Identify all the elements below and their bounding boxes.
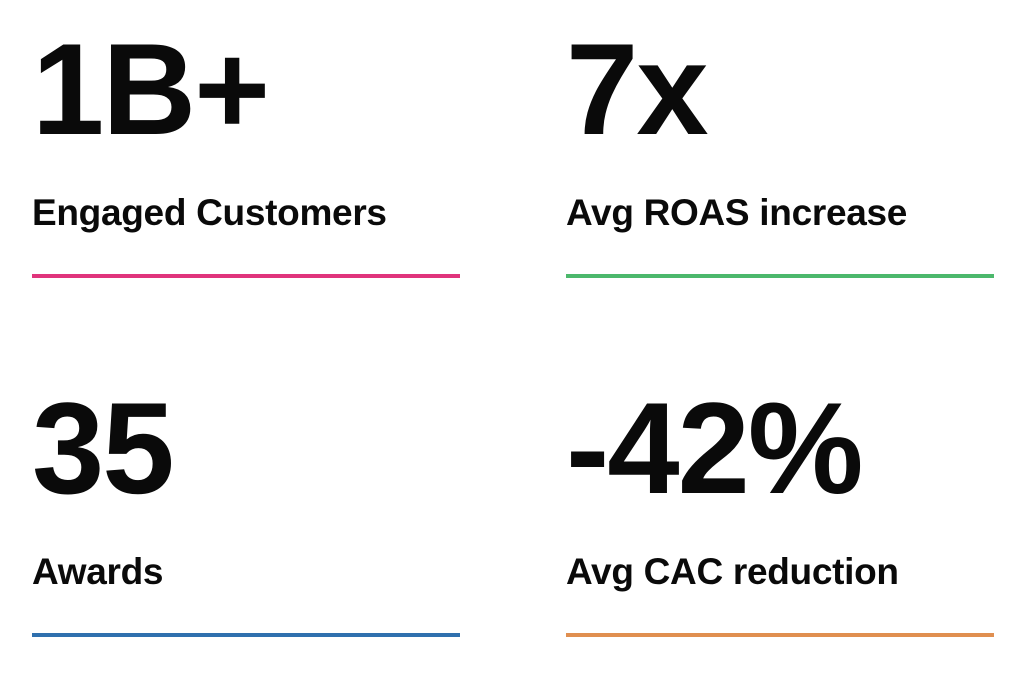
- stat-value: -42%: [566, 375, 863, 521]
- stat-underline: [566, 633, 994, 637]
- stat-card: 1B+ Engaged Customers: [32, 2, 460, 302]
- stat-card: 7x Avg ROAS increase: [566, 2, 994, 302]
- stat-value: 35: [32, 375, 175, 521]
- stat-label: Avg CAC reduction: [566, 551, 899, 592]
- stat-card: 35 Awards: [32, 361, 460, 661]
- stat-underline: [32, 633, 460, 637]
- stat-label: Avg ROAS increase: [566, 192, 908, 233]
- stat-underline: [32, 274, 460, 278]
- stat-label: Awards: [32, 551, 164, 592]
- stat-value: 1B+: [32, 16, 270, 162]
- stat-value: 7x: [566, 16, 709, 162]
- stat-underline: [566, 274, 994, 278]
- stat-label: Engaged Customers: [32, 192, 387, 233]
- stat-card: -42% Avg CAC reduction: [566, 361, 994, 661]
